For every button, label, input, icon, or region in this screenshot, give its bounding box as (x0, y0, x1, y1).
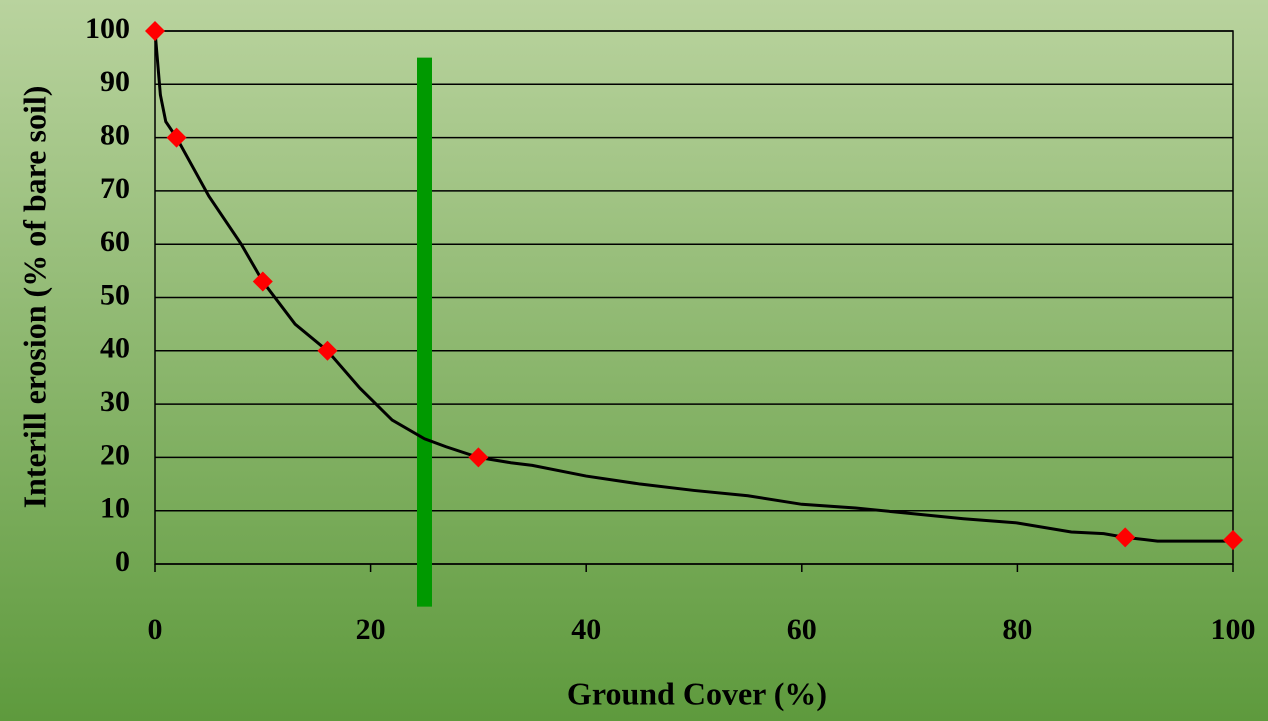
y-tick-label: 30 (100, 385, 130, 418)
x-tick-label: 20 (356, 613, 386, 646)
x-tick-label: 80 (1002, 613, 1032, 646)
y-tick-label: 90 (100, 65, 130, 98)
y-tick-label: 0 (115, 545, 130, 578)
y-tick-label: 70 (100, 172, 130, 205)
y-axis-title: Interill erosion (% of bare soil) (16, 86, 52, 509)
x-tick-label: 100 (1211, 613, 1256, 646)
x-tick-label: 40 (571, 613, 601, 646)
y-tick-label: 50 (100, 278, 130, 311)
y-tick-label: 40 (100, 332, 130, 365)
x-axis-title: Ground Cover (%) (567, 675, 827, 711)
y-tick-label: 60 (100, 225, 130, 258)
y-tick-label: 80 (100, 118, 130, 151)
chart: Ground Cover (%) Interill erosion (% of … (0, 0, 1268, 721)
page: Ground Cover (%) Interill erosion (% of … (0, 0, 1268, 721)
background (0, 0, 1268, 721)
x-tick-label: 0 (148, 613, 163, 646)
y-tick-label: 100 (85, 12, 130, 45)
x-tick-label: 60 (787, 613, 817, 646)
y-tick-label: 20 (100, 438, 130, 471)
y-tick-label: 10 (100, 492, 130, 525)
